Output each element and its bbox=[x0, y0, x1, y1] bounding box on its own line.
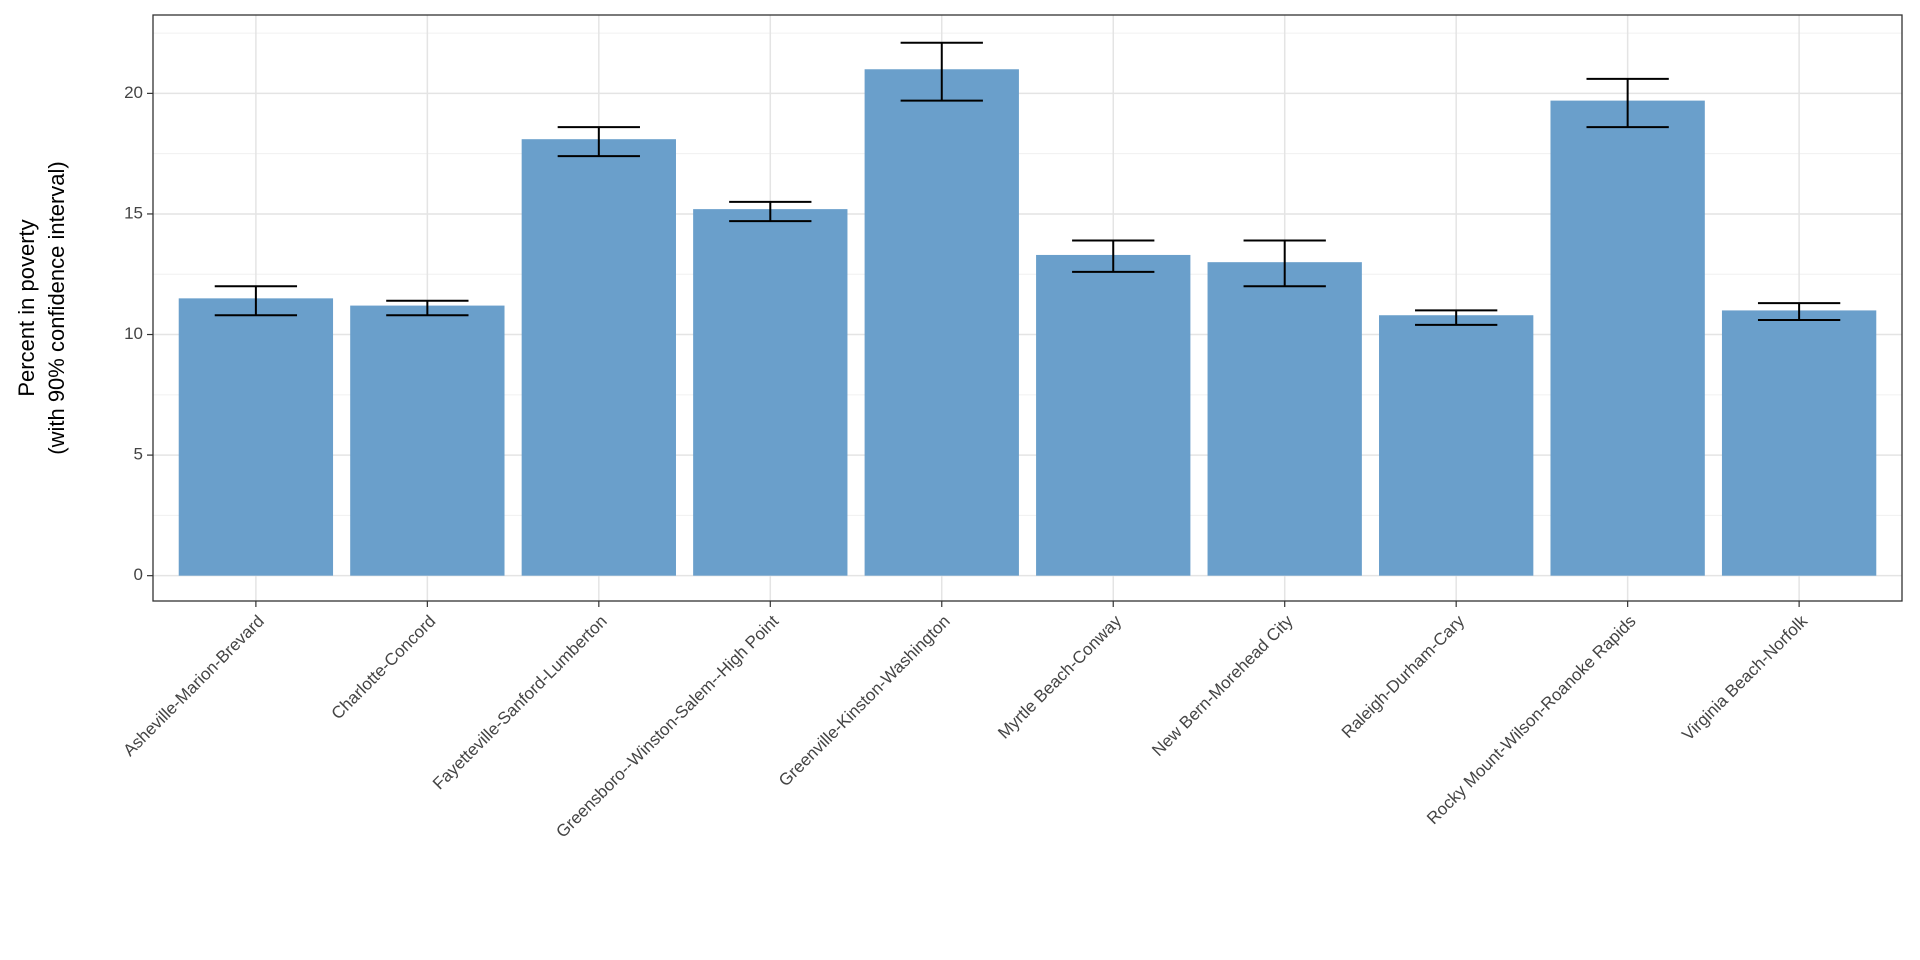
bar bbox=[864, 69, 1019, 576]
y-tick-label: 10 bbox=[124, 324, 143, 343]
bar bbox=[1550, 100, 1705, 576]
x-tick-label: Raleigh-Durham-Cary bbox=[1338, 611, 1469, 742]
x-tick-label: Virginia Beach-Norfolk bbox=[1678, 611, 1811, 744]
bar bbox=[350, 305, 505, 576]
bar bbox=[521, 139, 676, 576]
bar bbox=[1036, 254, 1191, 576]
bar bbox=[178, 298, 334, 576]
x-tick-label: Greenville-Kinston-Washington bbox=[775, 612, 954, 791]
y-axis-title: Percent in poverty bbox=[14, 219, 39, 396]
x-tick-label: Charlotte-Concord bbox=[328, 612, 440, 724]
y-tick-label: 5 bbox=[134, 445, 143, 464]
bar bbox=[1721, 310, 1877, 576]
x-tick-label: Myrtle Beach-Conway bbox=[994, 611, 1125, 742]
bar bbox=[1207, 262, 1362, 576]
y-axis-title: (with 90% confidence interval) bbox=[44, 161, 69, 454]
bar bbox=[1379, 315, 1534, 576]
y-tick-label: 0 bbox=[134, 565, 143, 584]
x-tick-label: New Bern-Morehead City bbox=[1148, 611, 1297, 760]
y-tick-label: 20 bbox=[124, 83, 143, 102]
bar bbox=[693, 209, 848, 576]
x-tick-label: Asheville-Marion-Brevard bbox=[119, 612, 267, 760]
x-tick-label: Rocky Mount-Wilson-Roanoke Rapids bbox=[1423, 612, 1640, 829]
y-tick-label: 15 bbox=[124, 203, 143, 222]
x-tick-label: Fayetteville-Sanford-Lumberton bbox=[429, 612, 611, 794]
panel-border bbox=[152, 14, 1903, 602]
